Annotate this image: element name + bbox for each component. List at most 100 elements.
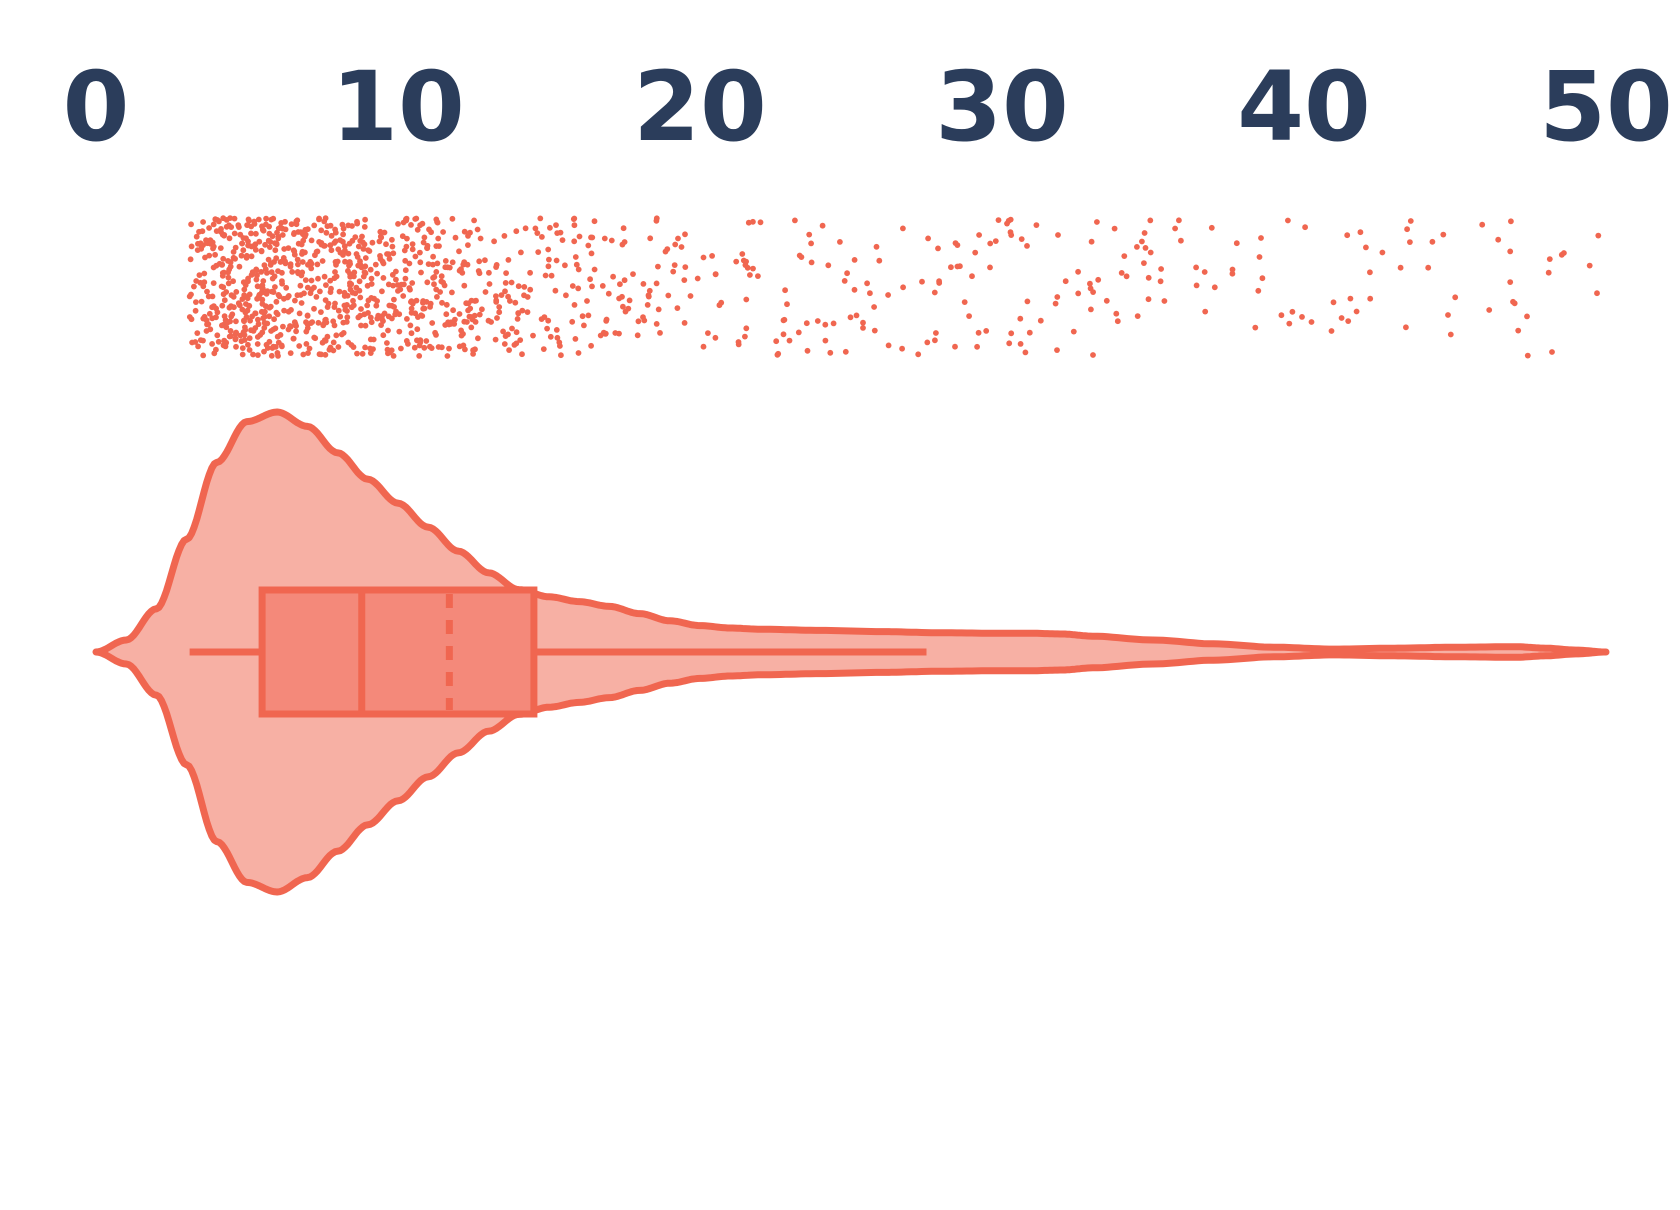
data-point xyxy=(456,311,463,317)
data-point xyxy=(188,243,195,250)
data-point xyxy=(482,257,488,264)
data-point xyxy=(241,286,248,293)
data-point xyxy=(289,269,296,275)
data-point xyxy=(188,316,195,323)
data-point xyxy=(630,271,636,277)
data-point xyxy=(269,275,276,282)
data-point xyxy=(328,285,334,292)
data-point xyxy=(1338,315,1345,321)
data-point xyxy=(218,226,224,232)
data-point xyxy=(270,343,277,350)
data-point xyxy=(273,255,280,262)
data-point xyxy=(430,253,436,260)
data-point xyxy=(1024,243,1030,249)
data-point xyxy=(931,289,938,296)
jitter-points xyxy=(186,215,1602,359)
data-point xyxy=(362,263,369,270)
data-point xyxy=(250,351,256,358)
data-point xyxy=(300,231,306,238)
data-point xyxy=(235,300,242,307)
data-point xyxy=(424,242,431,249)
x-axis-ticks: 0 10 20 30 40 50 xyxy=(63,51,1673,163)
data-point xyxy=(1088,238,1095,245)
data-point xyxy=(646,287,653,294)
data-point xyxy=(275,339,282,346)
data-point xyxy=(681,320,688,326)
data-point xyxy=(193,299,199,305)
data-point xyxy=(347,261,353,267)
data-point xyxy=(379,315,385,322)
data-point xyxy=(299,248,306,255)
data-point xyxy=(1486,307,1493,313)
box-plot xyxy=(189,586,927,718)
data-point xyxy=(359,350,366,357)
data-point xyxy=(1114,318,1121,325)
data-point xyxy=(552,287,559,294)
data-point xyxy=(433,269,440,275)
data-point xyxy=(1507,279,1514,285)
data-point xyxy=(294,256,301,263)
data-point xyxy=(219,322,225,329)
data-point xyxy=(974,343,980,350)
data-point xyxy=(404,316,410,322)
data-point xyxy=(332,238,339,245)
data-point xyxy=(621,239,628,245)
data-point xyxy=(340,225,347,232)
data-point xyxy=(367,350,374,356)
data-point xyxy=(225,258,231,264)
data-point xyxy=(377,256,384,262)
data-point xyxy=(571,222,578,229)
data-point xyxy=(389,236,395,243)
data-point xyxy=(445,319,451,326)
data-point xyxy=(1447,331,1454,338)
data-point xyxy=(1026,329,1033,336)
data-point xyxy=(353,284,360,291)
data-point xyxy=(502,333,509,339)
data-point xyxy=(1302,224,1308,231)
data-point xyxy=(933,330,939,336)
data-point xyxy=(554,334,561,341)
data-point xyxy=(287,323,294,330)
data-point xyxy=(402,257,409,264)
data-point xyxy=(700,343,707,350)
data-point xyxy=(200,352,207,359)
data-point xyxy=(608,237,615,244)
data-point xyxy=(446,345,452,352)
data-point xyxy=(374,270,380,277)
data-point xyxy=(361,269,368,275)
data-point xyxy=(306,345,313,352)
data-point xyxy=(1202,308,1209,315)
data-point xyxy=(233,318,239,325)
data-point xyxy=(384,346,391,353)
data-point xyxy=(602,331,609,337)
data-point xyxy=(327,277,334,284)
data-point xyxy=(210,280,217,286)
data-point xyxy=(254,295,260,302)
data-point xyxy=(620,303,626,310)
data-point xyxy=(239,351,246,358)
data-point xyxy=(434,219,441,226)
data-point xyxy=(266,304,273,311)
data-point xyxy=(373,302,380,309)
data-point xyxy=(255,321,262,328)
data-point xyxy=(511,342,518,348)
data-point xyxy=(871,327,878,334)
data-point xyxy=(542,272,549,279)
data-point xyxy=(386,255,393,262)
data-point xyxy=(532,225,539,232)
data-point xyxy=(204,288,210,295)
data-point xyxy=(315,275,321,282)
data-point xyxy=(385,327,391,334)
data-point xyxy=(1255,287,1262,294)
data-point xyxy=(239,306,246,313)
data-point xyxy=(200,219,207,225)
data-point xyxy=(485,317,492,324)
data-point xyxy=(408,222,414,228)
data-point xyxy=(1113,310,1120,317)
data-point xyxy=(272,284,278,290)
data-point xyxy=(467,305,474,312)
data-point xyxy=(1142,245,1149,251)
data-point xyxy=(579,313,586,320)
data-point xyxy=(264,345,271,351)
data-point xyxy=(472,298,478,304)
